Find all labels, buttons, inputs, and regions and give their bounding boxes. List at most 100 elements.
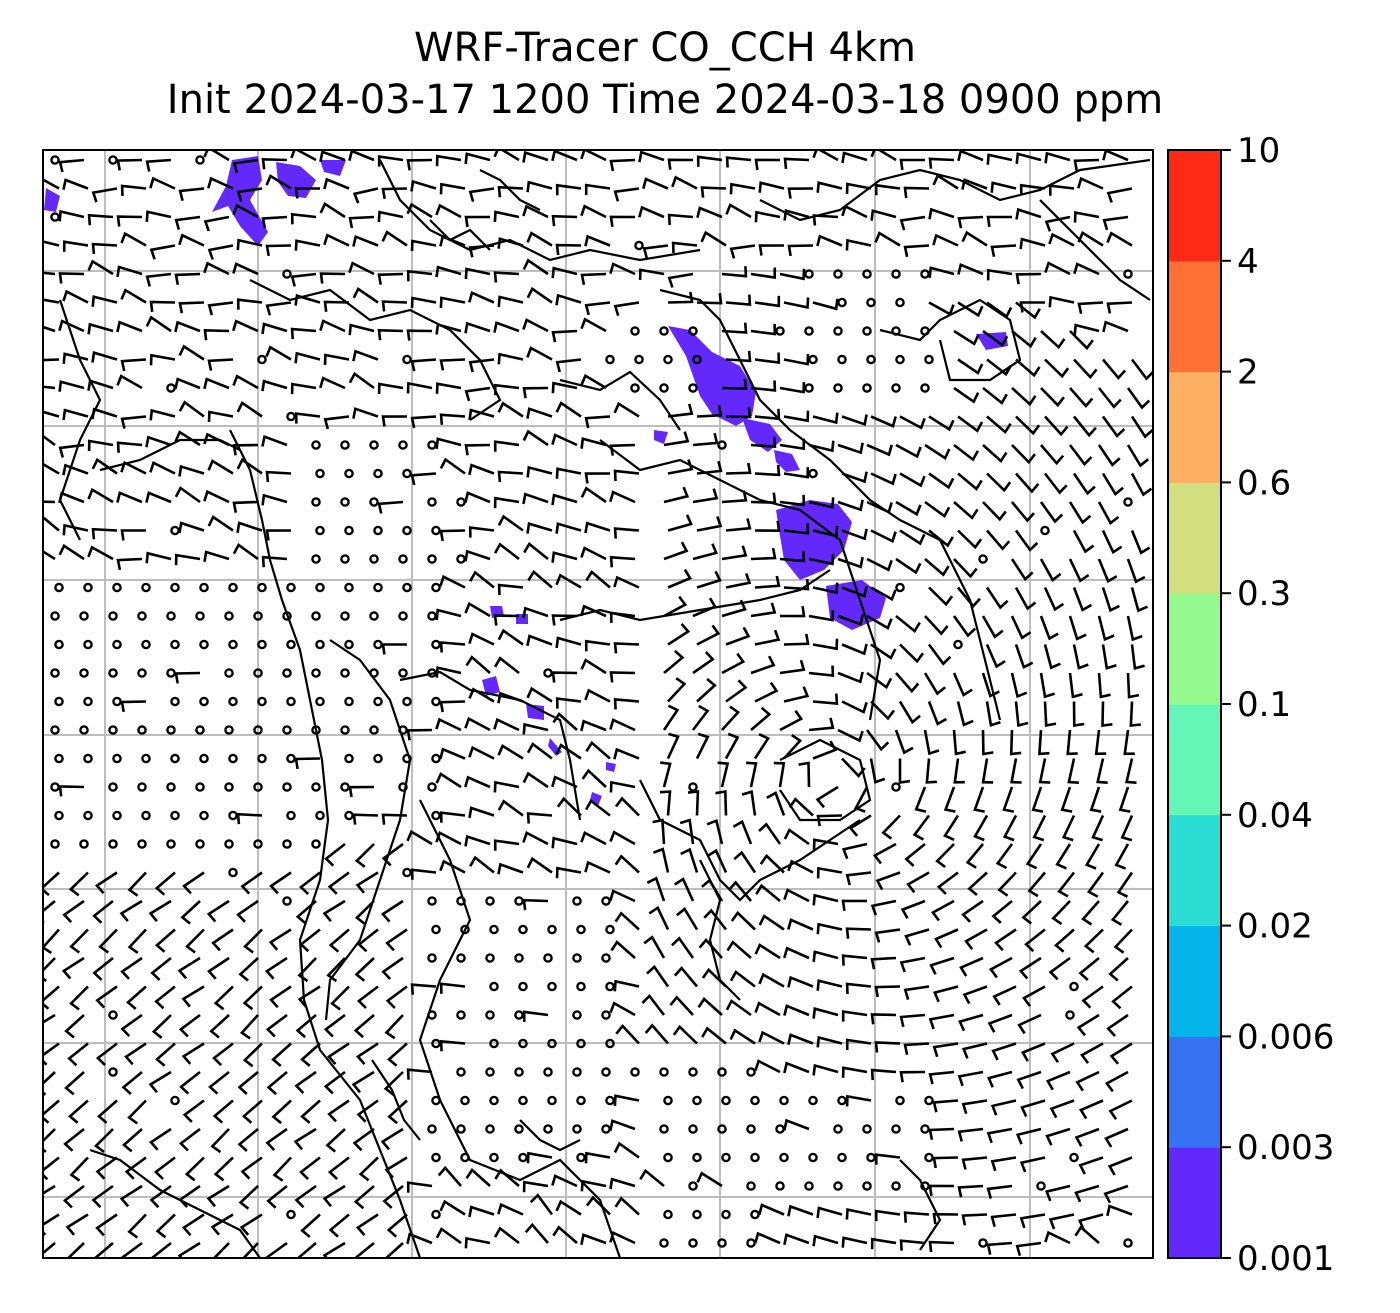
wind-barb: [584, 472, 611, 484]
wind-barb: [1039, 558, 1062, 582]
wind-barb: [986, 153, 1013, 165]
wind-barb: [43, 1071, 56, 1096]
wind-barb: [609, 889, 636, 903]
wind-barb: [580, 437, 607, 449]
calm-wind-marker: [605, 981, 615, 992]
wind-barb: [932, 173, 959, 190]
lat-lon-gridlines: [43, 150, 1153, 1258]
wind-barb: [1014, 529, 1039, 552]
wind-barb: [43, 1099, 60, 1124]
wind-barb: [355, 1042, 379, 1065]
wind-barb: [1110, 900, 1130, 926]
calm-wind-marker: [456, 1124, 466, 1134]
calm-wind-marker: [315, 639, 325, 650]
wind-barb: [1043, 586, 1065, 612]
wind-barb: [551, 1174, 578, 1188]
wind-barb: [439, 1199, 466, 1216]
wind-barb: [808, 497, 835, 509]
wind-barb: [552, 1225, 578, 1244]
calm-wind-marker: [920, 326, 930, 336]
wind-barb: [717, 761, 730, 788]
wind-barb: [932, 1042, 959, 1058]
wind-barb: [266, 1071, 288, 1096]
wind-barb: [613, 527, 640, 539]
wind-barb: [327, 1099, 350, 1123]
wind-barb: [1123, 729, 1135, 756]
wind-barb: [1060, 786, 1073, 813]
wind-barb: [241, 1242, 259, 1258]
wind-barb: [551, 433, 578, 447]
colorbar-block-5: [1168, 593, 1221, 705]
wind-barb: [264, 956, 288, 980]
wind-barb: [1015, 1127, 1042, 1145]
wind-barb: [787, 244, 814, 257]
wind-barb: [241, 1099, 263, 1124]
wind-barb: [381, 842, 404, 867]
calm-wind-marker: [634, 354, 644, 365]
calm-wind-marker: [315, 810, 325, 821]
wind-barb: [1073, 211, 1100, 223]
wind-barb: [468, 806, 495, 819]
calm-wind-marker: [1069, 1152, 1079, 1163]
calm-wind-marker: [340, 782, 350, 792]
wind-barb: [721, 652, 746, 675]
wind-barb: [609, 830, 636, 846]
tracer-plume-11: [482, 676, 500, 696]
wind-barb: [816, 979, 843, 991]
wind-barb: [812, 740, 838, 760]
wind-barb: [706, 818, 724, 845]
calm-wind-marker: [1123, 1238, 1133, 1248]
wind-barb: [1077, 231, 1104, 247]
wind-barb: [265, 174, 292, 190]
calm-wind-marker: [688, 1124, 698, 1134]
calm-wind-marker: [460, 1095, 470, 1106]
wind-barb: [294, 239, 321, 251]
wind-barb: [981, 615, 1004, 639]
wind-barb: [613, 575, 640, 589]
calm-wind-marker: [692, 1095, 702, 1106]
wind-barb: [986, 215, 1012, 228]
wind-barb: [464, 1236, 491, 1249]
wind-barb: [935, 843, 955, 869]
wind-barb: [613, 401, 640, 418]
wind-barb: [1040, 444, 1065, 466]
wind-barb: [236, 238, 263, 251]
wind-barb: [726, 940, 752, 959]
wind-barb: [733, 850, 757, 874]
wind-barb: [808, 665, 835, 677]
title-line-1: WRF-Tracer CO_CCH 4km: [413, 25, 917, 71]
wind-barb: [522, 386, 549, 399]
calm-wind-marker: [460, 924, 470, 935]
wind-barb: [721, 705, 741, 731]
calm-wind-marker: [431, 810, 441, 821]
calm-wind-marker: [427, 440, 437, 450]
coastline-7: [559, 370, 681, 431]
wind-barb: [903, 1211, 930, 1223]
wind-barb: [148, 899, 172, 923]
wind-barb: [1073, 262, 1100, 276]
calm-wind-marker: [630, 326, 640, 336]
wind-barb: [174, 553, 201, 566]
wind-barb: [62, 1184, 85, 1209]
calm-wind-marker: [862, 383, 872, 393]
wind-barb: [207, 244, 234, 260]
wind-barb: [43, 549, 56, 561]
calm-wind-marker: [166, 782, 176, 792]
wind-barb: [435, 322, 462, 335]
calm-wind-marker: [1065, 1010, 1075, 1020]
wind-barb: [754, 210, 781, 223]
wind-barb: [271, 1042, 292, 1067]
wind-barb: [354, 900, 375, 925]
wind-barb: [870, 150, 897, 162]
wind-barb: [584, 521, 611, 534]
wind-barb: [526, 231, 553, 247]
wind-barb: [812, 693, 839, 706]
wind-barb: [903, 985, 930, 1000]
wind-barb: [437, 1165, 462, 1187]
wind-barb: [754, 464, 781, 477]
wind-barb: [787, 975, 814, 988]
wind-barb: [1044, 151, 1071, 164]
wind-barb: [323, 1070, 346, 1095]
wind-barb: [808, 610, 835, 622]
wind-barb: [406, 1181, 433, 1193]
